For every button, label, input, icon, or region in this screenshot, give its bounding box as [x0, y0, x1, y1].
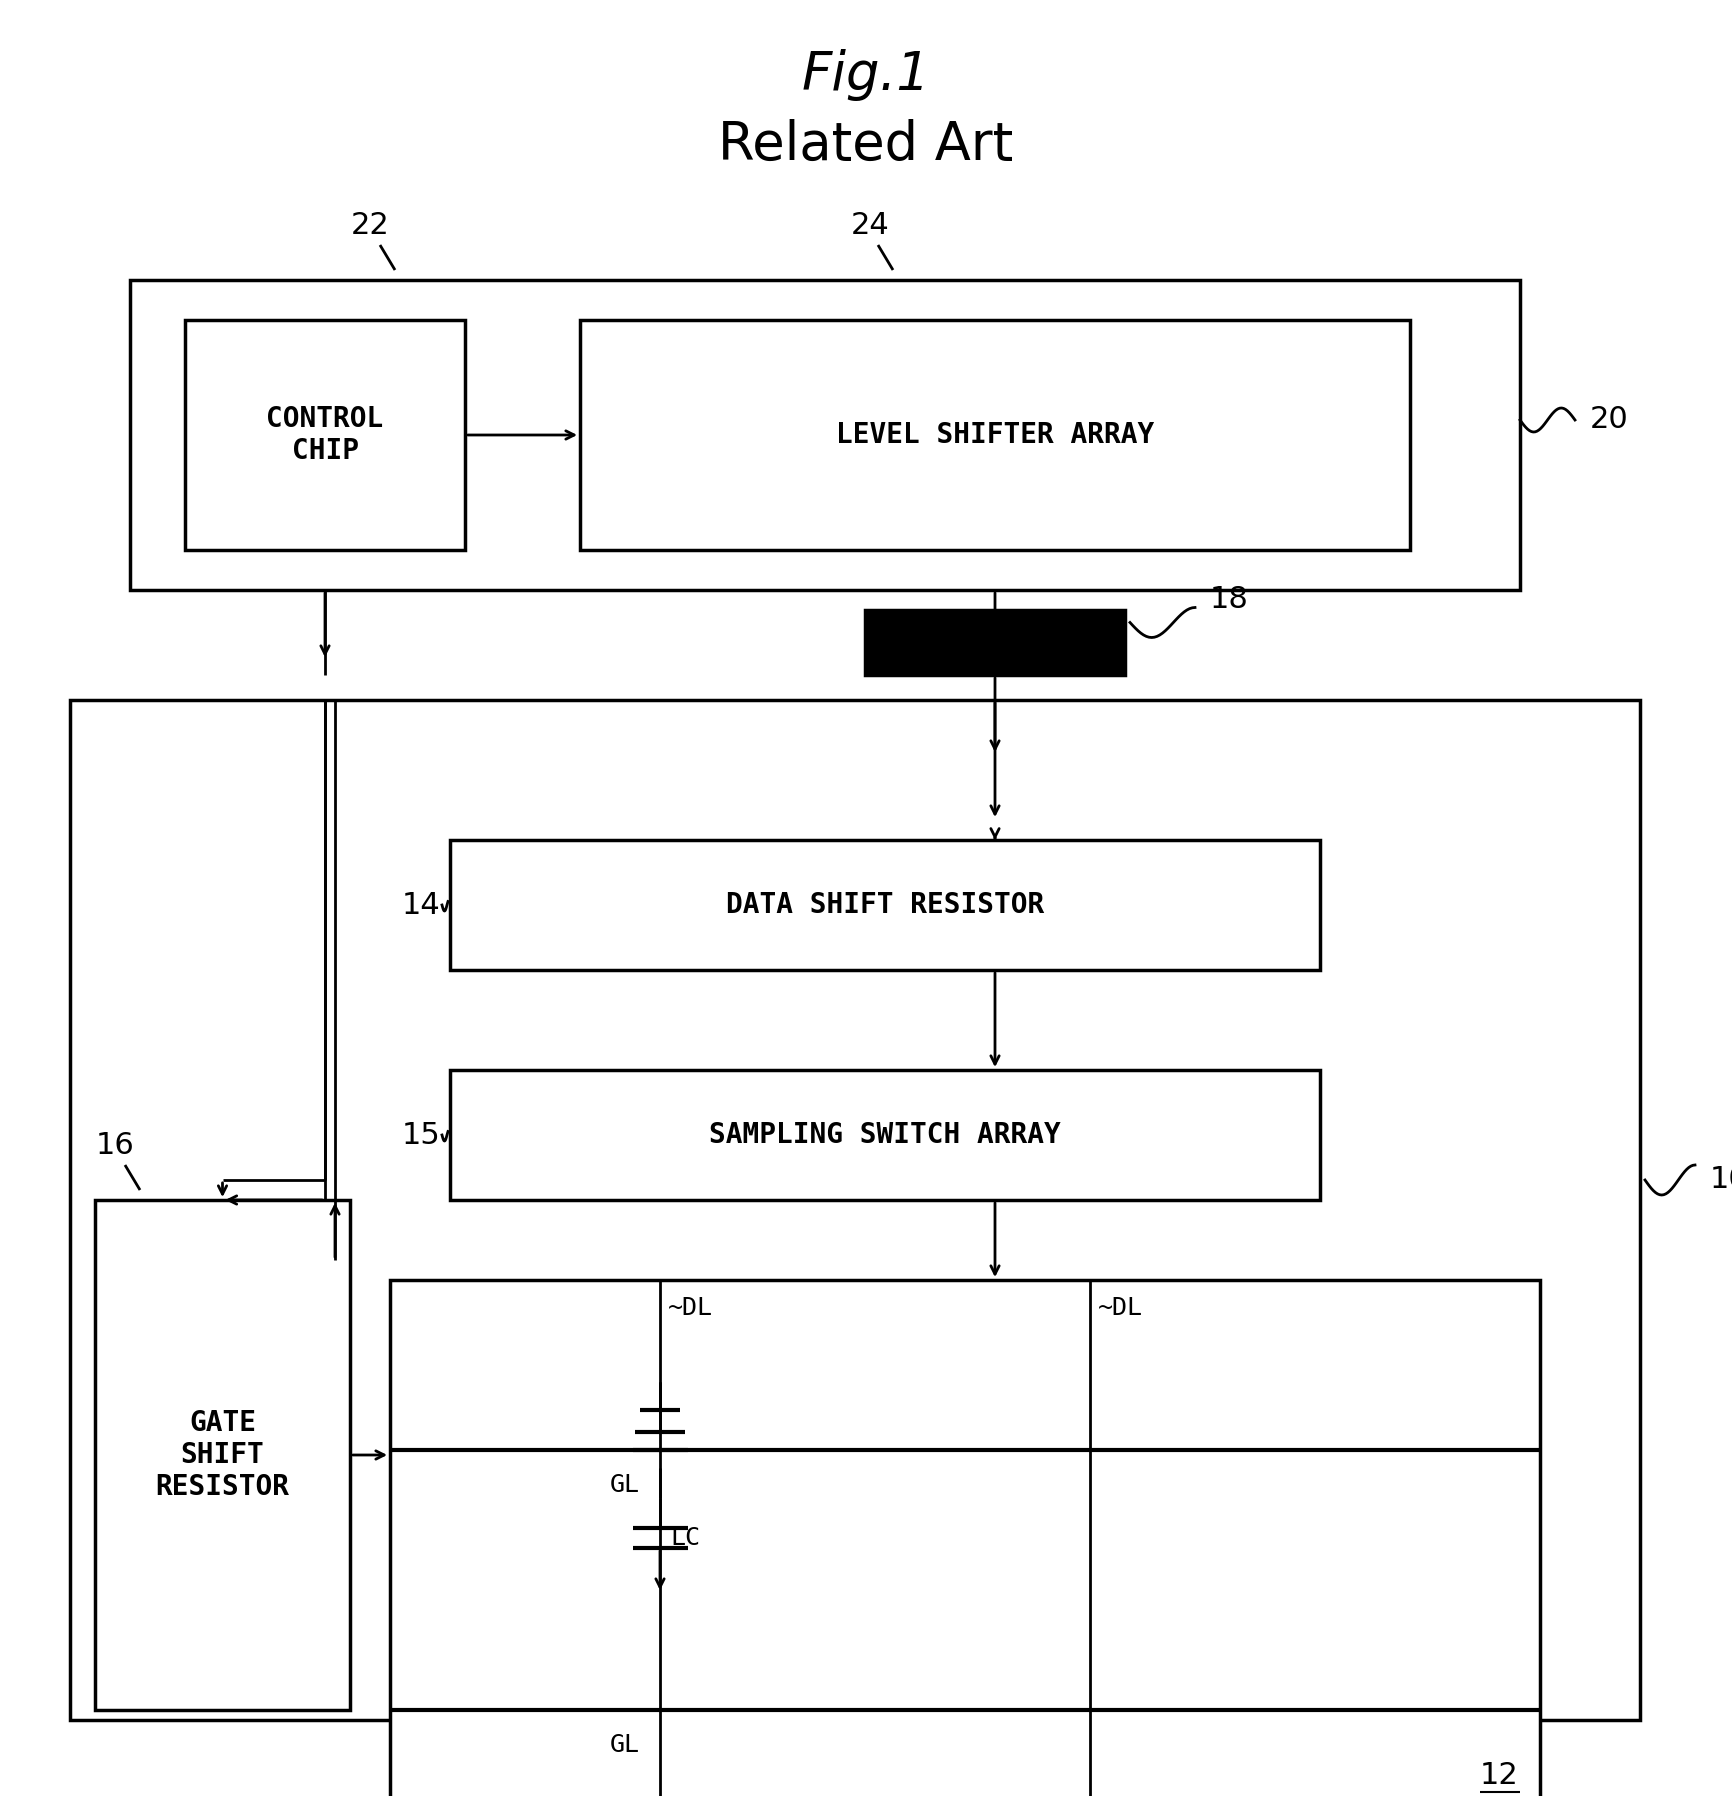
Text: CONTROL
CHIP: CONTROL CHIP — [267, 404, 383, 465]
Text: SAMPLING SWITCH ARRAY: SAMPLING SWITCH ARRAY — [708, 1121, 1062, 1149]
Text: 14: 14 — [402, 891, 440, 920]
Text: DATA SHIFT RESISTOR: DATA SHIFT RESISTOR — [726, 891, 1044, 920]
Text: ~DL: ~DL — [669, 1297, 714, 1320]
Bar — [390, 1281, 1540, 1796]
Text: 24: 24 — [850, 210, 889, 239]
Bar — [450, 1070, 1320, 1200]
Bar — [580, 320, 1410, 550]
Text: Related Art: Related Art — [719, 119, 1013, 171]
Bar — [185, 320, 464, 550]
Text: GATE
SHIFT
RESISTOR: GATE SHIFT RESISTOR — [156, 1408, 289, 1501]
Bar — [95, 1200, 350, 1710]
Bar — [864, 611, 1126, 675]
Text: 15: 15 — [402, 1121, 440, 1149]
Text: ~DL: ~DL — [1098, 1297, 1143, 1320]
Bar — [450, 841, 1320, 970]
Text: Fig.1: Fig.1 — [802, 48, 930, 101]
Text: 16: 16 — [95, 1130, 135, 1160]
Bar — [130, 280, 1521, 591]
Text: 18: 18 — [1211, 585, 1249, 614]
Text: GL: GL — [610, 1473, 641, 1498]
Text: 20: 20 — [1590, 406, 1628, 435]
Text: GL: GL — [610, 1733, 641, 1756]
Text: LEVEL SHIFTER ARRAY: LEVEL SHIFTER ARRAY — [837, 420, 1154, 449]
Text: 22: 22 — [350, 210, 390, 239]
Text: 10: 10 — [1709, 1166, 1732, 1194]
Text: LC: LC — [670, 1527, 700, 1550]
Text: 12: 12 — [1481, 1760, 1519, 1789]
Bar — [69, 700, 1640, 1721]
